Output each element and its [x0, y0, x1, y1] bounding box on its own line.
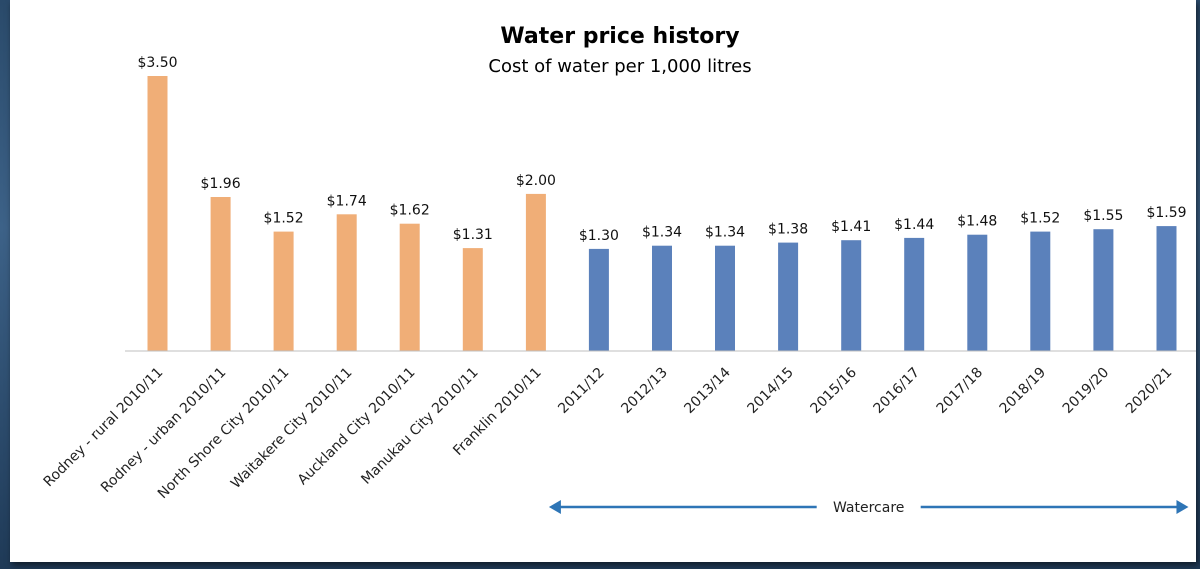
data-label-6: $1.31	[453, 227, 493, 243]
x-tick-label-14: 2017/18	[934, 365, 986, 417]
x-tick-label-12: 2015/16	[808, 364, 861, 417]
data-label-7: $2.00	[516, 173, 556, 189]
bar-7	[525, 193, 546, 351]
data-label-5: $1.62	[390, 203, 430, 219]
data-label-15: $1.52	[1020, 211, 1060, 227]
arrow-left-icon	[548, 500, 561, 514]
bar-5	[399, 223, 420, 351]
x-tick-label-16: 2019/20	[1060, 365, 1112, 417]
annotation-label: Watercare	[833, 500, 904, 516]
bar-10	[715, 245, 735, 351]
x-tick-label-6: Manukau City 2010/11	[358, 365, 481, 488]
data-label-8: $1.30	[579, 228, 619, 244]
data-labels-group: $3.50 $1.96 $1.52 $1.74 $1.62 $1.31 $2.00 $1.30…	[137, 55, 1186, 244]
x-tick-label-1: Rodney - rural 2010/11	[41, 365, 167, 491]
data-label-17: $1.59	[1146, 205, 1186, 221]
data-label-3: $1.52	[264, 211, 304, 227]
data-label-4: $1.74	[327, 193, 367, 209]
x-tick-label-11: 2014/15	[744, 365, 796, 417]
x-tick-label-8: 2011/12	[555, 365, 607, 417]
data-label-14: $1.48	[957, 214, 997, 230]
x-tick-label-4: Waitakere City 2010/11	[228, 365, 355, 492]
chart-card: Water price history Cost of water per 1,…	[10, 0, 1196, 562]
data-label-12: $1.41	[831, 219, 871, 235]
x-tick-label-17: 2020/21	[1123, 365, 1175, 417]
data-label-2: $1.96	[201, 176, 241, 192]
bar-15	[1030, 231, 1051, 351]
bar-6	[462, 248, 483, 351]
x-tick-label-5: Auckland City 2010/11	[295, 365, 419, 489]
data-label-13: $1.44	[894, 217, 934, 233]
bar-11	[778, 242, 799, 351]
x-tick-label-2: Rodney - urban 2010/11	[98, 365, 229, 496]
bar-1	[147, 76, 168, 351]
chart-subtitle: Cost of water per 1,000 litres	[488, 56, 751, 77]
x-tick-label-15: 2018/19	[997, 365, 1049, 417]
x-tick-label-10: 2013/14	[681, 364, 734, 417]
bar-8	[588, 248, 609, 351]
chart-title: Water price history	[500, 24, 739, 49]
data-label-10: $1.34	[705, 225, 745, 241]
bar-3	[273, 231, 294, 351]
bar-16	[1093, 229, 1114, 351]
bar-12	[841, 240, 862, 351]
data-label-16: $1.55	[1083, 208, 1123, 224]
bars-group	[147, 76, 1177, 351]
arrow-right-icon	[1176, 500, 1189, 514]
bar-chart: Water price history Cost of water per 1,…	[41, 24, 1196, 516]
bar-17	[1156, 226, 1177, 351]
x-tick-label-3: North Shore City 2010/11	[155, 365, 293, 503]
data-label-1: $3.50	[137, 55, 177, 71]
bar-14	[967, 234, 988, 351]
bar-2	[210, 197, 231, 351]
bar-9	[652, 245, 672, 351]
watercare-annotation: Watercare	[548, 500, 1189, 516]
data-label-11: $1.38	[768, 222, 808, 238]
x-tick-label-9: 2012/13	[618, 365, 670, 417]
bar-13	[904, 237, 925, 351]
bar-4	[336, 214, 357, 351]
data-label-9: $1.34	[642, 225, 682, 241]
x-tick-label-13: 2016/17	[871, 365, 923, 417]
